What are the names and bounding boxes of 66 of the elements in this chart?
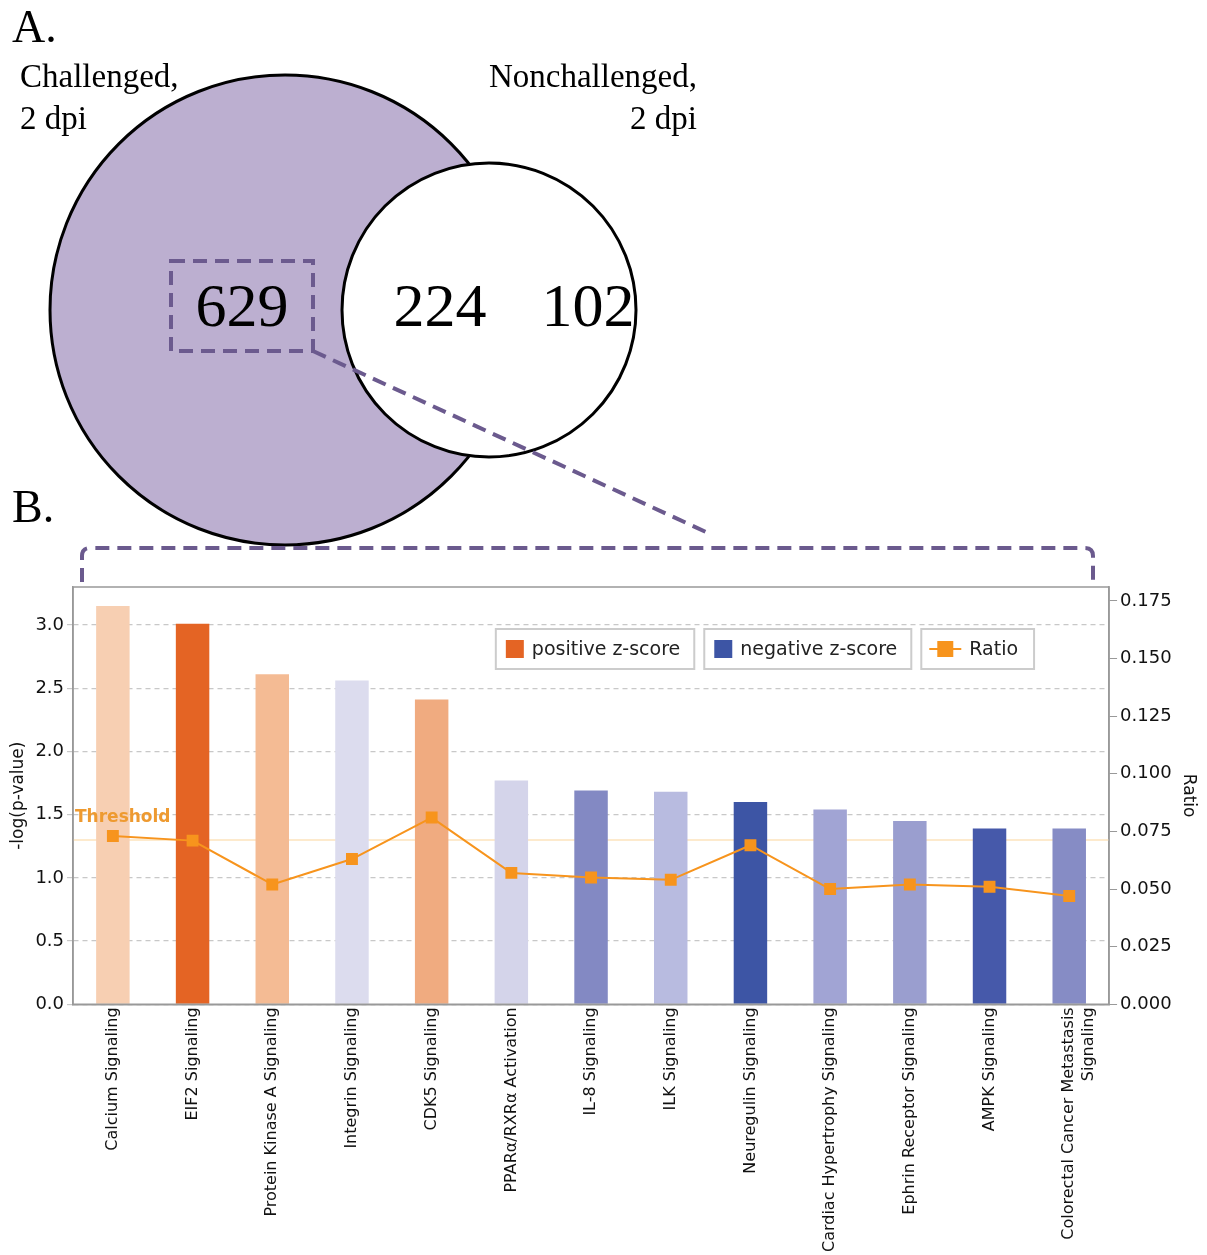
legend-label: positive z-score bbox=[531, 636, 681, 659]
bar bbox=[733, 801, 768, 1004]
y-tick-label: 2.5 bbox=[35, 675, 65, 697]
x-tick-label: Ephrin Receptor Signaling bbox=[898, 1007, 918, 1215]
bar bbox=[574, 790, 608, 1004]
y2-tick-label: 0.025 bbox=[1120, 934, 1172, 956]
y2-axis-title: Ratio bbox=[1180, 773, 1201, 818]
x-tick-label: Calcium Signaling bbox=[102, 1007, 122, 1151]
bar bbox=[813, 809, 847, 1004]
bar bbox=[494, 780, 529, 1004]
text: Challenged, 2 dpi bbox=[20, 57, 180, 138]
y-tick-label: 0.0 bbox=[35, 992, 65, 1013]
bar bbox=[414, 699, 449, 1004]
bar bbox=[972, 828, 1007, 1004]
x-tick-label: PPARα/RXRα Activation bbox=[500, 1007, 520, 1193]
x-tick-label: CDK5 Signaling bbox=[420, 1007, 440, 1131]
bar bbox=[893, 820, 927, 1004]
y2-tick-label: 0.000 bbox=[1120, 992, 1172, 1013]
data-label: 224 bbox=[393, 271, 487, 340]
y-tick-label: 1.5 bbox=[35, 802, 65, 824]
point bbox=[824, 883, 837, 895]
y2-tick-label: 0.075 bbox=[1120, 819, 1172, 841]
point bbox=[903, 878, 916, 891]
point bbox=[1063, 890, 1076, 902]
x-tick-label: Colorectal Cancer Metastasis Signaling bbox=[1058, 1007, 1097, 1240]
bar bbox=[1052, 828, 1086, 1004]
x-tick-label: Neuregulin Signaling bbox=[739, 1007, 759, 1174]
point bbox=[266, 878, 279, 891]
x-tick-label: IL-8 Signaling bbox=[580, 1007, 600, 1116]
y2-tick-label: 0.150 bbox=[1120, 646, 1172, 668]
point bbox=[505, 866, 518, 879]
y2-tick-label: 0.125 bbox=[1120, 703, 1172, 725]
x-tick-label: Cardiac Hypertrophy Signaling bbox=[819, 1007, 839, 1252]
y2-tick-label: 0.100 bbox=[1120, 761, 1172, 783]
point bbox=[983, 880, 996, 893]
data-label: 102 bbox=[541, 271, 635, 340]
y-tick-label: 1.0 bbox=[35, 865, 65, 887]
x-tick-label: EIF2 Signaling bbox=[181, 1007, 201, 1121]
text: B. bbox=[12, 480, 55, 533]
ref-line-label: Threshold bbox=[75, 805, 171, 826]
x-tick-label: ILK Signaling bbox=[659, 1007, 679, 1111]
point bbox=[744, 839, 757, 852]
y-tick-label: 2.0 bbox=[35, 739, 65, 761]
bar bbox=[654, 791, 688, 1004]
legend-label: negative z-score bbox=[740, 636, 898, 659]
text: Nonchallenged, 2 dpi bbox=[488, 57, 697, 138]
y-tick-label: 0.5 bbox=[35, 928, 65, 950]
y2-tick-label: 0.175 bbox=[1120, 588, 1172, 610]
x-tick-label: AMPK Signaling bbox=[978, 1007, 998, 1132]
bar bbox=[175, 623, 210, 1004]
point bbox=[346, 853, 358, 866]
legend-label: Ratio bbox=[969, 636, 1019, 659]
data-label: 629 bbox=[195, 271, 289, 340]
point bbox=[186, 834, 199, 847]
point bbox=[585, 871, 597, 884]
y-axis-title: -log(p-value) bbox=[6, 741, 27, 850]
point bbox=[664, 873, 677, 886]
x-tick-label: Protein Kinase A Signaling bbox=[261, 1007, 281, 1217]
point bbox=[106, 830, 119, 842]
bar bbox=[255, 674, 289, 1004]
bar bbox=[335, 680, 369, 1004]
y-tick-label: 3.0 bbox=[35, 612, 65, 634]
text: A. bbox=[12, 0, 58, 53]
point bbox=[425, 811, 438, 824]
y2-tick-label: 0.050 bbox=[1120, 876, 1172, 898]
x-tick-label: Integrin Signaling bbox=[341, 1007, 361, 1149]
